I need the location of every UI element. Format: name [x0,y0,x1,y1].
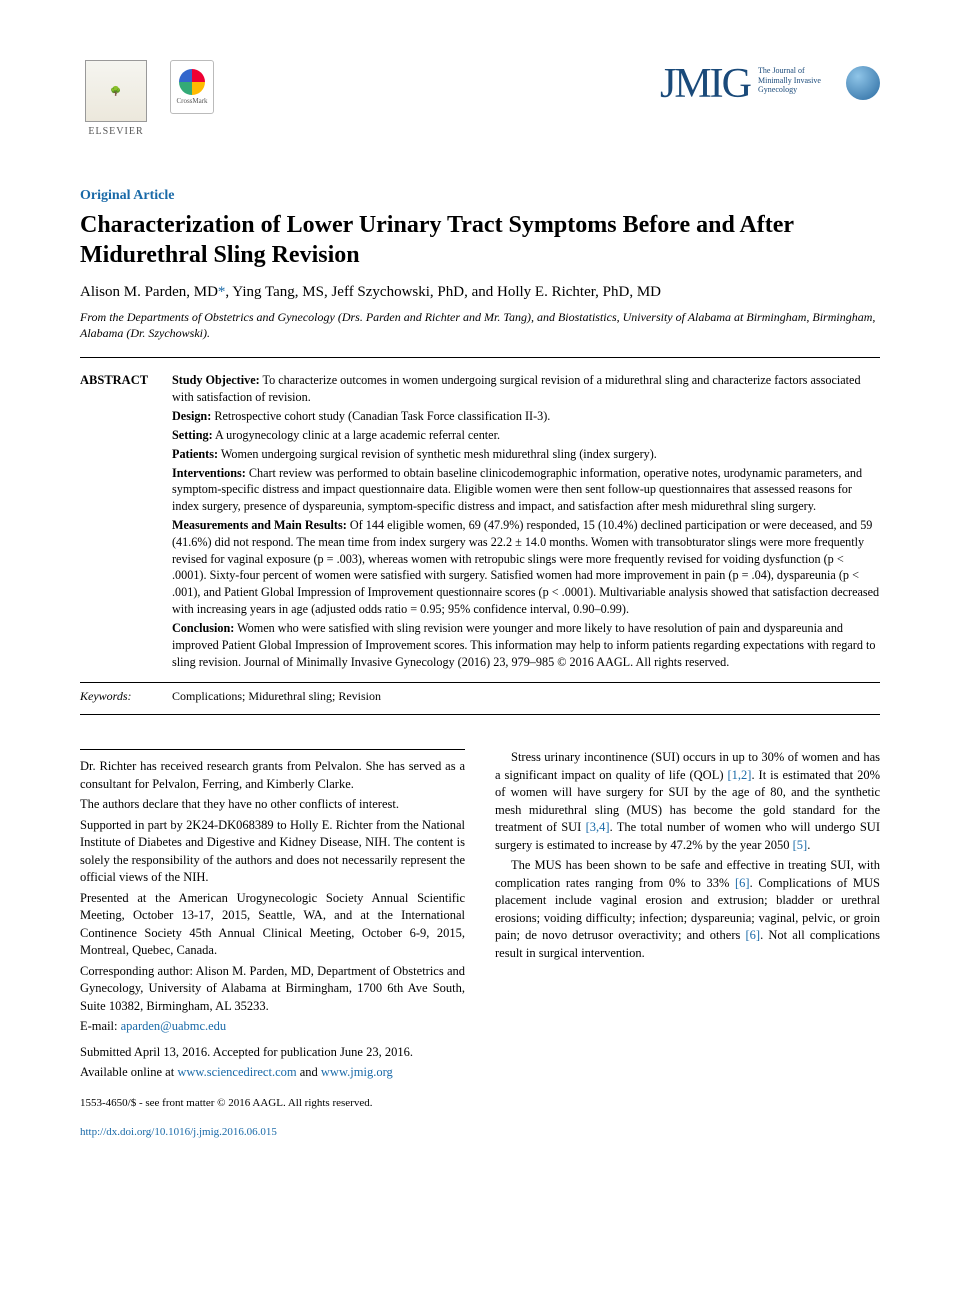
footnote-email: E-mail: aparden@uabmc.edu [80,1018,465,1036]
issn-line: 1553-4650/$ - see front matter © 2016 AA… [80,1096,465,1111]
ref-1-2[interactable]: [1,2] [727,768,751,782]
abs-patients: Women undergoing surgical revision of sy… [221,447,657,461]
ref-6b[interactable]: [6] [746,928,761,942]
article-type: Original Article [80,188,880,204]
footnote-coi: Dr. Richter has received research grants… [80,758,465,793]
keywords-label: Keywords: [80,689,158,704]
ref-3-4[interactable]: [3,4] [586,820,610,834]
abs-setting-label: Setting: [172,428,213,442]
journal-logo: JMIG The Journal of Minimally Invasive G… [660,60,880,108]
abs-objective: To characterize outcomes in women underg… [172,373,861,404]
and-text: and [297,1065,321,1079]
ref-6a[interactable]: [6] [735,876,750,890]
header-left: 🌳 ELSEVIER CrossMark [80,60,214,148]
abs-design-label: Design: [172,409,211,423]
lower-section: Dr. Richter has received research grants… [80,749,880,1143]
abs-conclusion-label: Conclusion: [172,621,234,635]
email-link[interactable]: aparden@uabmc.edu [121,1019,227,1033]
authors-text: Alison M. Parden, MD*, Ying Tang, MS, Je… [80,284,661,300]
abs-design: Retrospective cohort study (Canadian Tas… [214,409,550,423]
abstract-block: ABSTRACT Study Objective: To characteriz… [80,358,880,682]
crossmark-icon [179,69,205,95]
doi-link[interactable]: http://dx.doi.org/10.1016/j.jmig.2016.06… [80,1126,277,1138]
abs-interventions-label: Interventions: [172,466,246,480]
journal-abbrev: JMIG [660,60,750,108]
abs-measurements-label: Measurements and Main Results: [172,518,347,532]
footnotes-column: Dr. Richter has received research grants… [80,749,465,1143]
page-header: 🌳 ELSEVIER CrossMark JMIG The Journal of… [80,60,880,148]
footnote-corresponding: Corresponding author: Alison M. Parden, … [80,963,465,1016]
footnote-presented: Presented at the American Urogynecologic… [80,890,465,960]
corresponding-asterisk: * [218,284,226,300]
abs-conclusion: Women who were satisfied with sling revi… [172,621,875,669]
elsevier-name: ELSEVIER [88,126,143,137]
ref-5[interactable]: [5] [793,838,808,852]
abs-measurements: Of 144 eligible women, 69 (47.9%) respon… [172,518,879,616]
globe-icon [846,66,880,100]
journal-fullname: The Journal of Minimally Invasive Gyneco… [758,66,838,95]
doi-line: http://dx.doi.org/10.1016/j.jmig.2016.06… [80,1125,465,1140]
abs-setting: A urogynecology clinic at a large academ… [215,428,500,442]
crossmark-label: CrossMark [176,97,207,105]
authors-line: Alison M. Parden, MD*, Ying Tang, MS, Je… [80,284,880,301]
sciencedirect-link[interactable]: www.sciencedirect.com [177,1065,296,1079]
affiliation: From the Departments of Obstetrics and G… [80,309,880,341]
jmig-link[interactable]: www.jmig.org [321,1065,393,1079]
abstract-label: ABSTRACT [80,372,158,672]
abs-interventions: Chart review was performed to obtain bas… [172,466,862,514]
body-para-2: The MUS has been shown to be safe and ef… [495,857,880,962]
p1d: . [807,838,810,852]
article-title: Characterization of Lower Urinary Tract … [80,210,880,270]
footnote-funding: Supported in part by 2K24-DK068389 to Ho… [80,817,465,887]
keywords-row: Keywords: Complications; Midurethral sli… [80,683,880,714]
abstract-body: Study Objective: To characterize outcome… [172,372,880,672]
footnote-available: Available online at www.sciencedirect.co… [80,1064,465,1082]
available-label: Available online at [80,1065,177,1079]
footnote-submitted: Submitted April 13, 2016. Accepted for p… [80,1044,465,1062]
abs-patients-label: Patients: [172,447,218,461]
keywords-text: Complications; Midurethral sling; Revisi… [172,689,381,704]
elsevier-tree-icon: 🌳 [85,60,147,122]
footnote-declare: The authors declare that they have no ot… [80,796,465,814]
elsevier-logo: 🌳 ELSEVIER [80,60,152,148]
body-column: Stress urinary incontinence (SUI) occurs… [495,749,880,1143]
rule-bottom [80,714,880,715]
body-para-1: Stress urinary incontinence (SUI) occurs… [495,749,880,854]
crossmark-badge[interactable]: CrossMark [170,60,214,114]
abs-objective-label: Study Objective: [172,373,260,387]
email-label: E-mail: [80,1019,121,1033]
